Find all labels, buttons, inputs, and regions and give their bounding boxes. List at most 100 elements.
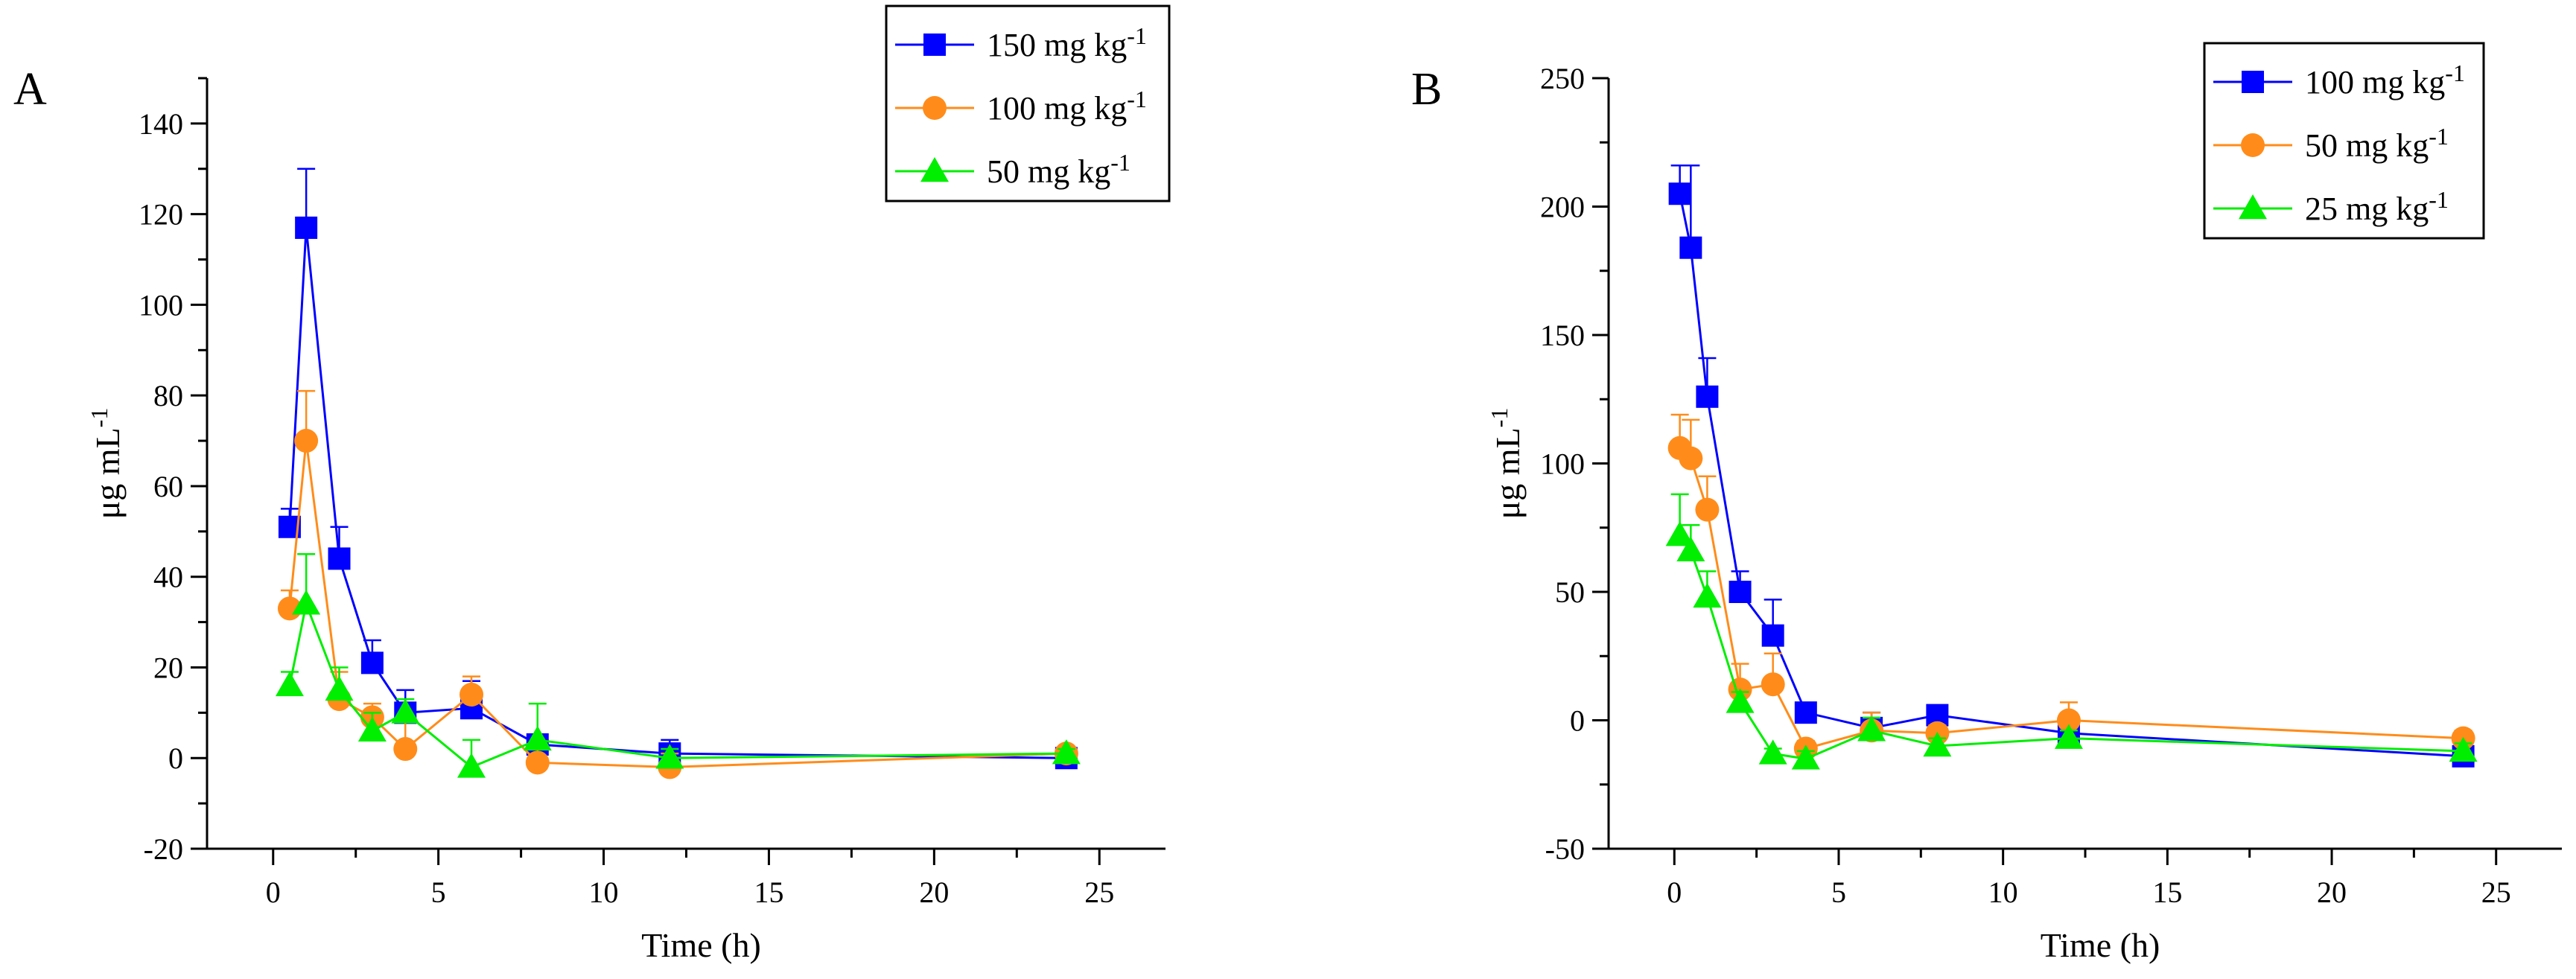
data-point <box>2054 724 2083 749</box>
legend-label: 50 mg kg-1 <box>2305 123 2449 164</box>
data-point <box>1857 716 1886 742</box>
legend-label-main: 25 mg kg <box>2305 191 2429 227</box>
x-tick-label: 20 <box>2317 876 2347 909</box>
y-axis-title-sup: -1 <box>1486 408 1513 428</box>
panel-b: B 0 5 10 15 20 25 -50 0 50 100 150 200 250 Time (h) μg … <box>1411 42 2562 964</box>
panel-label: A <box>13 64 47 115</box>
y-tick-label: 150 <box>1540 319 1585 352</box>
series-3 <box>1665 493 2478 770</box>
x-axis-title: Time (h) <box>641 926 761 964</box>
legend-label-main: 100 mg kg <box>2305 64 2445 101</box>
series-line <box>1679 193 2464 758</box>
legend-marker <box>2239 194 2267 220</box>
y-tick-label: 100 <box>1540 447 1585 481</box>
data-point <box>325 675 354 701</box>
data-point <box>292 590 321 615</box>
data-point <box>1726 688 1755 713</box>
x-tick-label: 5 <box>1831 876 1846 909</box>
y-tick-label: 0 <box>168 742 183 775</box>
legend-label-sup: -1 <box>1110 149 1130 176</box>
data-point <box>655 744 684 769</box>
series-line <box>1679 535 2464 760</box>
panel-a: A 0 5 10 15 20 25 -20 0 20 40 60 80 100 120 140 Time (h)… <box>13 4 1171 964</box>
legend-label: 25 mg kg-1 <box>2305 186 2449 227</box>
y-tick-label: 250 <box>1540 62 1585 95</box>
x-axis-title: Time (h) <box>2041 926 2160 964</box>
y-tick-label: 120 <box>139 198 183 232</box>
y-tick-label: -50 <box>1545 832 1585 866</box>
data-point <box>275 671 304 697</box>
y-axis-title-main: μg mL <box>89 427 127 519</box>
legend-marker <box>2241 133 2265 157</box>
data-point <box>1676 536 1705 562</box>
data-point <box>1923 732 1952 757</box>
x-tick-label: 25 <box>1084 876 1114 909</box>
x-tick-label: 10 <box>1988 876 2018 909</box>
legend-label: 100 mg kg-1 <box>987 86 1147 127</box>
data-point <box>1679 446 1703 471</box>
data-point <box>1729 581 1752 603</box>
legend-label: 150 mg kg-1 <box>987 22 1147 63</box>
data-point <box>2449 736 2478 762</box>
data-point <box>391 698 420 724</box>
legend-label-sup: -1 <box>2429 123 2449 150</box>
series-line <box>1679 447 2464 750</box>
y-tick-label: -20 <box>144 832 183 866</box>
legend: 100 mg kg-150 mg kg-125 mg kg-1 <box>2203 42 2485 240</box>
data-point <box>459 683 484 707</box>
y-tick-label: 40 <box>153 561 183 594</box>
legend-marker <box>923 96 947 120</box>
y-tick-label: 140 <box>139 107 183 141</box>
series-3 <box>275 553 1081 778</box>
y-tick-label: 100 <box>139 288 183 322</box>
legend-label-sup: -1 <box>1127 22 1147 49</box>
data-point <box>1791 744 1820 770</box>
legend-label-main: 100 mg kg <box>987 90 1127 127</box>
data-point <box>1052 739 1081 765</box>
y-tick-label: 200 <box>1540 191 1585 224</box>
data-point <box>295 216 318 239</box>
y-tick-label: 20 <box>153 651 183 684</box>
data-point <box>1665 521 1694 546</box>
data-point <box>1696 385 1719 408</box>
data-point <box>294 429 319 453</box>
y-axis-title-main: μg mL <box>1489 427 1527 519</box>
data-point <box>357 716 387 742</box>
data-point <box>457 753 486 778</box>
x-tick-label: 15 <box>754 876 783 909</box>
y-tick-label: 0 <box>1570 704 1585 738</box>
y-axis-title: μg mL-1 <box>86 408 127 520</box>
legend-label-main: 50 mg kg <box>987 153 1110 190</box>
data-point <box>2056 708 2081 733</box>
legend-label-sup: -1 <box>1127 86 1147 112</box>
data-point <box>1758 739 1787 765</box>
data-point <box>328 547 351 570</box>
x-tick-label: 25 <box>2481 876 2511 909</box>
data-point <box>523 725 552 751</box>
y-axis-title: μg mL-1 <box>1486 408 1527 520</box>
x-tick-label: 0 <box>266 876 281 909</box>
x-tick-label: 15 <box>2152 876 2182 909</box>
data-point <box>1668 182 1691 205</box>
y-tick-label: 80 <box>153 379 183 412</box>
panel-label: B <box>1411 64 1442 115</box>
data-point <box>1794 701 1817 724</box>
legend-marker <box>920 157 949 182</box>
data-point <box>1695 497 1720 522</box>
data-point <box>1761 624 1784 647</box>
x-tick-label: 20 <box>919 876 949 909</box>
legend-marker <box>2242 71 2264 93</box>
data-point <box>1693 582 1722 608</box>
legend-marker <box>923 34 946 56</box>
x-tick-label: 5 <box>431 876 446 909</box>
legend-label-sup: -1 <box>2445 60 2465 86</box>
legend-label: 50 mg kg-1 <box>987 149 1130 190</box>
data-point <box>525 750 550 775</box>
y-tick-label: 60 <box>153 470 183 503</box>
data-point <box>1761 672 1785 697</box>
y-tick-label: 50 <box>1555 575 1585 609</box>
data-point <box>360 651 384 675</box>
